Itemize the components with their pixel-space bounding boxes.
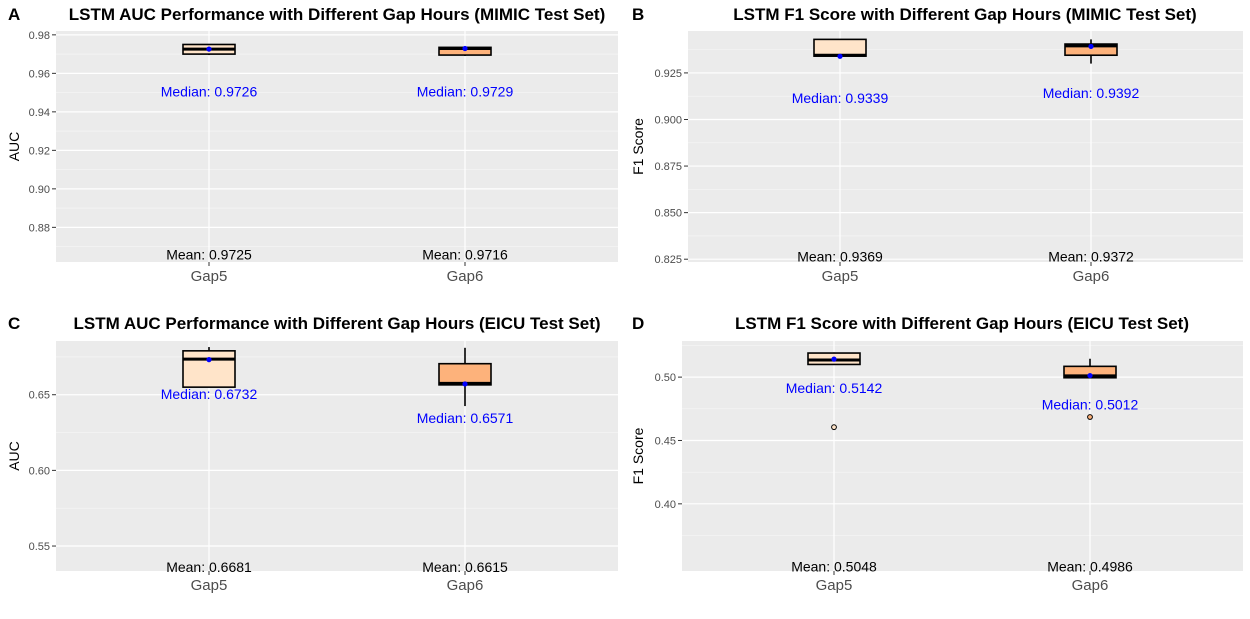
y-tick-label: 0.96 bbox=[29, 68, 50, 80]
y-axis-label: AUC bbox=[6, 132, 22, 162]
x-tick-label: Gap6 bbox=[447, 268, 484, 285]
y-tick-label: 0.60 bbox=[29, 465, 50, 477]
y-tick-label: 0.90 bbox=[29, 184, 50, 196]
median-point bbox=[462, 45, 468, 52]
panel-letter: A bbox=[8, 5, 20, 24]
box-gap6: Median: 0.9729 Mean: 0.9716 bbox=[417, 45, 514, 262]
mean-annotation: Mean: 0.9725 bbox=[166, 246, 252, 262]
chart-title: LSTM AUC Performance with Different Gap … bbox=[69, 5, 606, 24]
outlier-point bbox=[831, 424, 837, 431]
median-annotation: Median: 0.9726 bbox=[161, 84, 258, 100]
y-tick-label: 0.45 bbox=[655, 435, 676, 447]
plot-background bbox=[688, 31, 1243, 262]
x-tick-label: Gap5 bbox=[816, 577, 853, 594]
y-tick-label: 0.65 bbox=[29, 390, 50, 402]
median-annotation: Median: 0.6732 bbox=[161, 386, 258, 402]
median-annotation: Median: 0.9339 bbox=[792, 90, 889, 106]
box-gap5: Median: 0.9726 Mean: 0.9725 bbox=[161, 43, 258, 262]
x-tick-label: Gap6 bbox=[447, 577, 484, 594]
panel-letter: C bbox=[8, 314, 20, 333]
median-point bbox=[206, 46, 212, 52]
y-tick-label: 0.40 bbox=[655, 499, 676, 511]
box-gap5: Median: 0.5142 Mean: 0.5048 bbox=[786, 352, 883, 575]
y-tick-label: 0.850 bbox=[654, 208, 682, 220]
median-point bbox=[1088, 43, 1094, 50]
chart-title: LSTM F1 Score with Different Gap Hours (… bbox=[735, 314, 1189, 333]
mean-annotation: Mean: 0.4986 bbox=[1047, 559, 1133, 575]
y-tick-label: 0.92 bbox=[29, 145, 50, 157]
mean-annotation: Mean: 0.9372 bbox=[1048, 248, 1134, 264]
plot-background bbox=[56, 31, 618, 262]
median-annotation: Median: 0.5012 bbox=[1042, 396, 1139, 412]
box-gap6: Median: 0.5012 Mean: 0.4986 bbox=[1042, 358, 1139, 575]
plot-background bbox=[56, 341, 618, 571]
mean-annotation: Mean: 0.5048 bbox=[791, 559, 877, 575]
box-body bbox=[813, 38, 867, 57]
x-tick-label: Gap6 bbox=[1072, 577, 1109, 594]
panel-c: 0.55 0.60 0.65 Median: 0.6732 Mean: 0.6681 Ga… bbox=[6, 314, 618, 594]
y-axis-label: F1 Score bbox=[630, 427, 646, 484]
panel-d: 0.40 0.45 0.50 Median: 0.5142 Mean: 0.5048 Ga… bbox=[630, 314, 1243, 594]
mean-annotation: Mean: 0.9716 bbox=[422, 246, 508, 262]
median-point bbox=[831, 356, 837, 362]
y-tick-label: 0.88 bbox=[29, 222, 50, 234]
chart-title: LSTM AUC Performance with Different Gap … bbox=[73, 314, 600, 333]
median-point bbox=[462, 381, 468, 387]
median-annotation: Median: 0.6571 bbox=[417, 410, 514, 426]
median-annotation: Median: 0.9392 bbox=[1043, 85, 1140, 101]
x-tick-label: Gap5 bbox=[191, 268, 228, 285]
box-gap5: Median: 0.6732 Mean: 0.6681 bbox=[161, 347, 258, 575]
mean-annotation: Mean: 0.6615 bbox=[422, 559, 508, 575]
y-tick-label: 0.825 bbox=[654, 254, 682, 266]
outlier-point bbox=[1087, 414, 1093, 420]
mean-annotation: Mean: 0.6681 bbox=[166, 559, 252, 575]
median-point bbox=[1087, 372, 1093, 379]
y-axis-label: AUC bbox=[6, 441, 22, 471]
y-tick-label: 0.94 bbox=[29, 107, 50, 119]
box-gap5: Median: 0.9339 Mean: 0.9369 bbox=[792, 38, 889, 264]
y-tick-label: 0.875 bbox=[654, 161, 682, 173]
x-tick-label: Gap5 bbox=[191, 577, 228, 594]
y-tick-label: 0.925 bbox=[654, 68, 682, 80]
y-tick-label: 0.98 bbox=[29, 30, 50, 42]
y-axis-label: F1 Score bbox=[630, 118, 646, 175]
x-tick-label: Gap5 bbox=[822, 268, 859, 285]
median-annotation: Median: 0.5142 bbox=[786, 380, 883, 396]
panel-letter: B bbox=[632, 5, 644, 24]
panel-letter: D bbox=[632, 314, 644, 333]
box-body bbox=[182, 350, 236, 388]
x-tick-label: Gap6 bbox=[1073, 268, 1110, 285]
chart-title: LSTM F1 Score with Different Gap Hours (… bbox=[733, 5, 1196, 24]
median-annotation: Median: 0.9729 bbox=[417, 84, 514, 100]
median-point bbox=[837, 53, 843, 59]
box-gap6: Median: 0.9392 Mean: 0.9372 bbox=[1043, 39, 1140, 264]
y-tick-label: 0.50 bbox=[655, 372, 676, 384]
y-tick-label: 0.900 bbox=[654, 114, 682, 126]
box-gap6: Median: 0.6571 Mean: 0.6615 bbox=[417, 347, 514, 575]
median-point bbox=[206, 357, 212, 363]
plot-background bbox=[682, 341, 1243, 571]
mean-annotation: Mean: 0.9369 bbox=[797, 248, 883, 264]
y-tick-label: 0.55 bbox=[29, 541, 50, 553]
